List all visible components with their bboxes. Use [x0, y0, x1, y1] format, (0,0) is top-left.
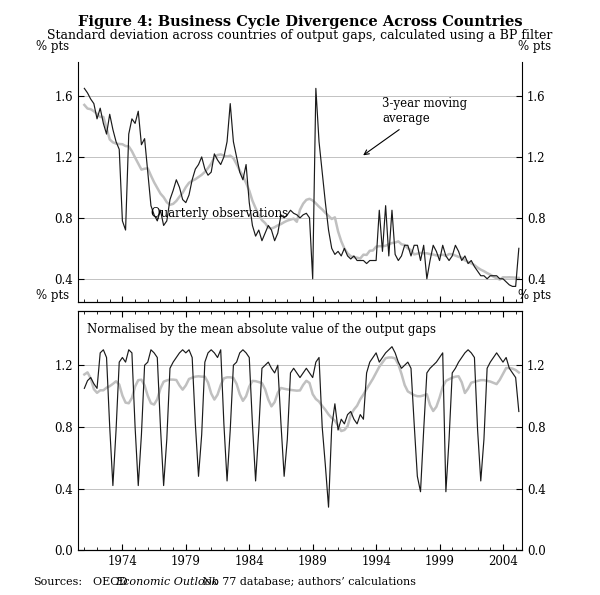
Text: Quarterly observations: Quarterly observations — [151, 206, 289, 220]
Text: Normalised by the mean absolute value of the output gaps: Normalised by the mean absolute value of… — [87, 323, 436, 336]
Text: 3-year moving
average: 3-year moving average — [364, 97, 467, 155]
Text: Figure 4: Business Cycle Divergence Across Countries: Figure 4: Business Cycle Divergence Acro… — [77, 15, 523, 29]
Text: Sources:: Sources: — [33, 577, 82, 587]
Text: No 77 database; authors’ calculations: No 77 database; authors’ calculations — [199, 577, 416, 587]
Text: % pts: % pts — [36, 40, 69, 53]
Text: % pts: % pts — [518, 289, 551, 302]
Text: OECD: OECD — [93, 577, 131, 587]
Text: Economic Outlook: Economic Outlook — [115, 577, 218, 587]
Text: % pts: % pts — [36, 289, 69, 302]
Text: Standard deviation across countries of output gaps, calculated using a BP filter: Standard deviation across countries of o… — [47, 29, 553, 42]
Text: % pts: % pts — [518, 40, 551, 53]
